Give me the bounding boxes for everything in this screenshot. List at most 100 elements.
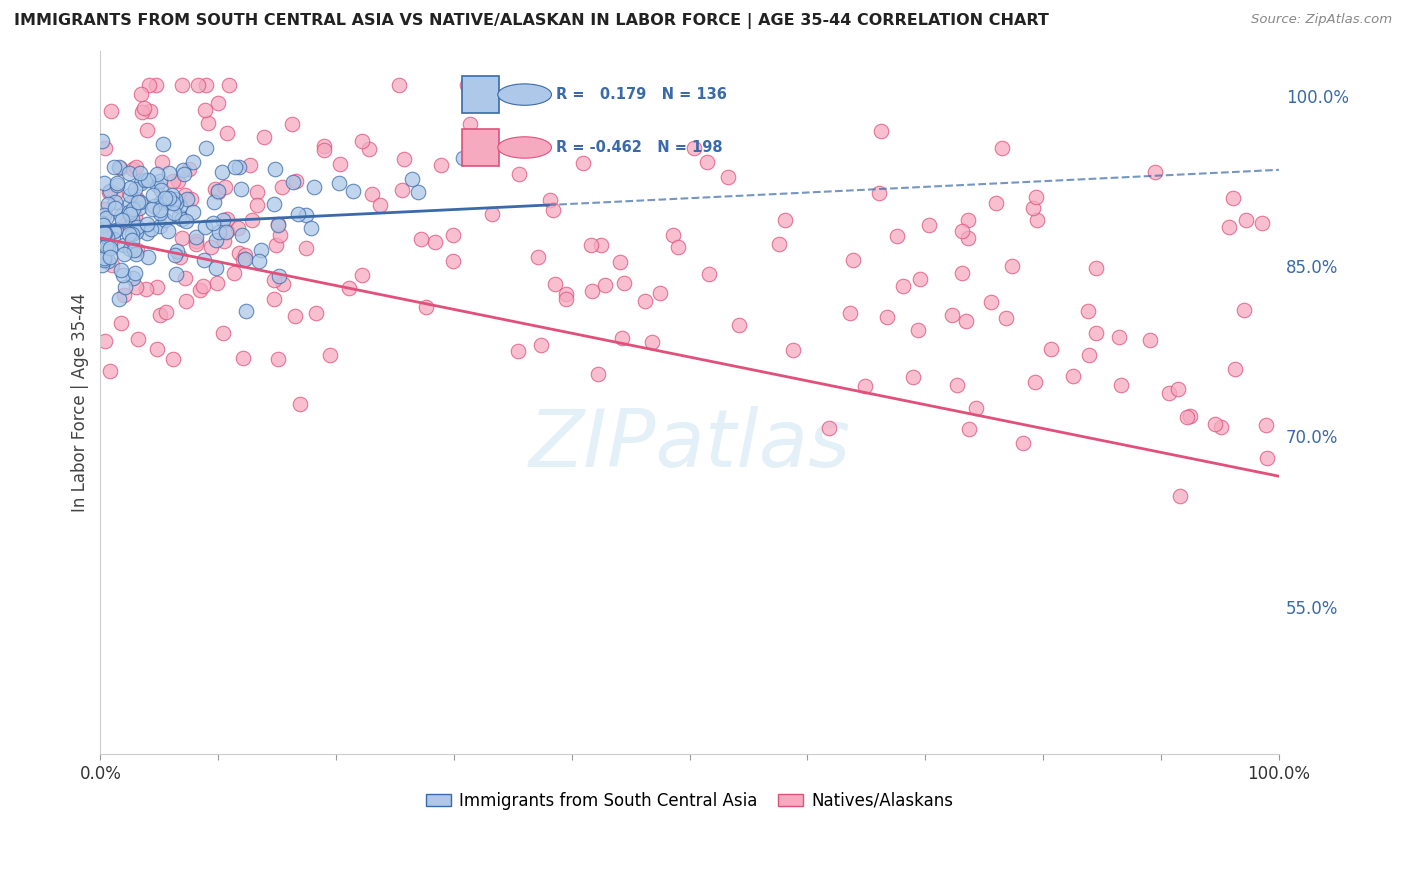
Point [104,223,127,237]
Point [555,287,578,301]
Point [634,293,657,308]
Point [194,219,217,234]
Point [129,194,152,209]
Point [98,364,121,378]
Point [240,213,263,227]
Point [288,397,311,411]
Point [1211,420,1233,434]
Point [1077,304,1099,318]
Point [441,254,464,268]
Point [263,197,285,211]
Point [152,136,174,151]
Point [271,277,294,291]
Point [136,226,159,240]
Point [612,331,634,345]
Point [941,308,963,322]
Point [957,421,980,435]
Point [441,227,464,242]
Point [1025,212,1047,227]
Point [305,306,328,320]
Point [118,205,141,219]
Point [124,182,146,196]
Point [165,196,187,211]
Point [118,196,141,211]
Point [141,202,163,216]
Point [231,182,253,196]
Point [93,226,115,240]
Point [131,177,153,191]
Point [697,267,720,281]
Point [201,215,224,229]
Point [543,277,565,292]
Point [589,238,612,252]
Point [1001,259,1024,273]
Point [125,280,148,294]
Point [361,186,384,201]
Text: ZIPatlas: ZIPatlas [529,406,851,483]
Point [200,240,222,254]
Point [284,309,307,323]
Point [93,176,115,190]
Point [696,154,718,169]
Point [100,258,122,272]
Point [94,202,117,217]
Point [167,209,190,223]
Point [1078,348,1101,362]
Point [193,253,215,268]
Point [146,178,169,192]
Point [91,134,114,148]
Point [174,188,197,202]
Point [97,254,120,268]
Point [97,240,120,254]
Point [125,225,148,239]
Point [868,186,890,201]
Point [965,401,987,415]
Point [352,268,374,283]
Point [160,187,183,202]
Point [104,201,127,215]
Point [1084,326,1107,340]
Point [194,141,217,155]
Point [112,237,135,252]
Point [388,78,411,92]
Point [165,248,187,262]
Point [328,176,350,190]
Point [176,293,198,308]
Point [149,183,172,197]
Point [93,208,115,222]
Text: IMMIGRANTS FROM SOUTH CENTRAL ASIA VS NATIVE/ALASKAN IN LABOR FORCE | AGE 35-44 : IMMIGRANTS FROM SOUTH CENTRAL ASIA VS NA… [14,13,1049,29]
Point [103,160,125,174]
Point [1168,489,1191,503]
Point [717,169,740,184]
Point [124,161,146,175]
Point [609,255,631,269]
Point [125,247,148,261]
Point [217,126,239,140]
Point [950,266,973,280]
Point [129,166,152,180]
Point [114,279,136,293]
Point [782,343,804,357]
Point [156,224,179,238]
Point [1062,369,1084,384]
Point [142,199,165,213]
Point [170,231,193,245]
Point [312,144,335,158]
Point [177,161,200,176]
Point [173,168,195,182]
Point [508,168,530,182]
Point [105,177,128,191]
Point [267,351,290,366]
Point [138,78,160,92]
Point [342,184,364,198]
Point [202,195,225,210]
Point [984,196,1007,211]
Point [458,117,481,131]
Point [93,334,115,349]
Point [266,218,288,232]
Point [263,273,285,287]
Point [121,161,143,176]
Point [224,160,246,174]
Point [409,232,432,246]
Point [181,154,204,169]
